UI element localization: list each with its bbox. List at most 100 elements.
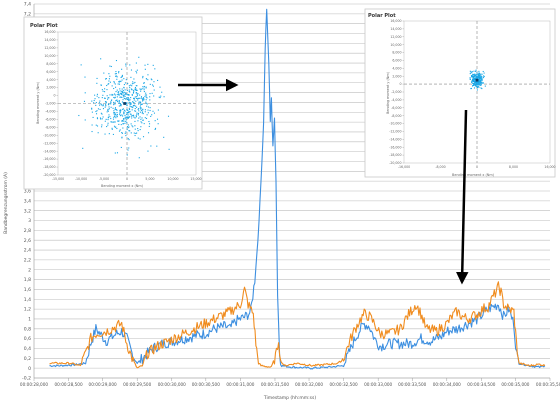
scatter-point [154, 127, 157, 129]
scatter-point [478, 86, 480, 88]
scatter-point [150, 78, 152, 80]
scatter-point [115, 100, 117, 102]
scatter-point [145, 92, 147, 94]
scatter-point [128, 90, 130, 93]
scatter-point [475, 82, 477, 84]
scatter-point [112, 133, 114, 135]
scatter-point [104, 91, 106, 93]
scatter-point [135, 116, 138, 118]
scatter-point [108, 80, 110, 82]
scatter-point [471, 75, 473, 77]
scatter-point [143, 99, 145, 101]
scatter-point [120, 76, 122, 78]
polar-plot-left: Polar Plot 16,000 14,000 12,000 10,000 8,000… [23, 16, 203, 190]
scatter-point [97, 108, 99, 110]
polar-y-tick-label: -16,000 [389, 145, 401, 149]
polar-y-tick-label: 10,000 [44, 54, 55, 58]
scatter-point [134, 96, 136, 98]
scatter-point [142, 136, 145, 138]
scatter-point [100, 103, 102, 105]
scatter-point [474, 77, 476, 79]
scatter-point [143, 89, 145, 91]
scatter-point [476, 82, 479, 84]
scatter-point [105, 118, 107, 120]
scatter-point [104, 88, 106, 90]
scatter-point [119, 90, 121, 92]
scatter-point [138, 97, 140, 99]
scatter-point [122, 95, 124, 97]
series-orange-line [49, 281, 546, 369]
polar-x-tick-label: -10,000 [75, 177, 87, 181]
scatter-point [121, 79, 123, 81]
scatter-point [134, 110, 136, 112]
polar-x-tick-label: 0 [126, 177, 128, 181]
scatter-point [101, 97, 103, 99]
scatter-point [128, 94, 130, 96]
scatter-point [127, 111, 129, 114]
scatter-point [134, 86, 136, 89]
polar-plot-right-x-label: Bending moment x (Nm) [452, 173, 495, 177]
scatter-point [133, 97, 135, 99]
polar-plot-left-content: 16,000 14,000 12,000 10,000 8,000 6,000 4,000 2… [43, 30, 201, 181]
scatter-point [123, 96, 125, 98]
scatter-point [473, 80, 475, 82]
y-tick-label: 0,2 [24, 356, 31, 362]
scatter-point [481, 81, 483, 83]
y-tick-label: 0,8 [24, 326, 31, 332]
scatter-point [144, 117, 146, 119]
scatter-point [474, 79, 476, 81]
scatter-point [128, 107, 130, 109]
x-tick-label: 00:00:33,500 [398, 382, 426, 387]
scatter-point [470, 72, 472, 74]
scatter-point [103, 97, 106, 99]
scatter-point [143, 91, 145, 93]
scatter-point [122, 118, 125, 120]
polar-y-tick-label: -6,000 [45, 117, 55, 121]
scatter-point [124, 82, 126, 84]
scatter-point [118, 102, 120, 104]
scatter-point [143, 82, 145, 84]
scatter-point [147, 109, 149, 111]
scatter-point [102, 105, 104, 107]
scatter-point [118, 81, 121, 83]
scatter-point [122, 99, 124, 101]
scatter-point [130, 113, 132, 115]
scatter-point [132, 101, 134, 103]
scatter-point [116, 109, 118, 111]
scatter-point [481, 73, 483, 75]
scatter-point [478, 75, 480, 77]
scatter-point [122, 123, 124, 125]
scatter-point [141, 100, 144, 102]
polar-x-tick-label: 16,000 [544, 165, 555, 169]
scatter-point [127, 97, 130, 99]
polar-x-tick-label: 10,000 [167, 177, 178, 181]
scatter-point [118, 120, 120, 122]
scatter-point [118, 105, 120, 107]
scatter-point [95, 124, 97, 126]
polar-plot-right: Polar Plot 16,000 14,000 12,000 10,000 8,000… [364, 8, 556, 178]
scatter-point [95, 104, 97, 106]
scatter-point [119, 104, 121, 106]
scatter-point [472, 78, 474, 80]
scatter-point [96, 110, 98, 112]
scatter-point [472, 73, 474, 75]
scatter-point [100, 58, 102, 60]
scatter-point [477, 83, 479, 85]
scatter-point [133, 98, 135, 100]
polar-y-tick-label: 6,000 [392, 59, 401, 63]
polar-y-tick-label: 14,000 [390, 27, 401, 31]
scatter-point [126, 94, 128, 96]
scatter-point [474, 74, 476, 76]
scatter-point [118, 94, 120, 96]
scatter-point [131, 125, 133, 127]
scatter-point [122, 119, 124, 122]
polar-plot-left-y-label: Bending moment y (Nm) [36, 81, 40, 124]
scatter-point [477, 85, 479, 87]
scatter-point [130, 84, 132, 86]
scatter-point [135, 115, 137, 117]
scatter-point [478, 81, 480, 83]
scatter-point [479, 78, 481, 80]
y-tick-label: 2,8 [24, 228, 31, 234]
scatter-point [127, 93, 129, 96]
scatter-point [117, 92, 119, 94]
